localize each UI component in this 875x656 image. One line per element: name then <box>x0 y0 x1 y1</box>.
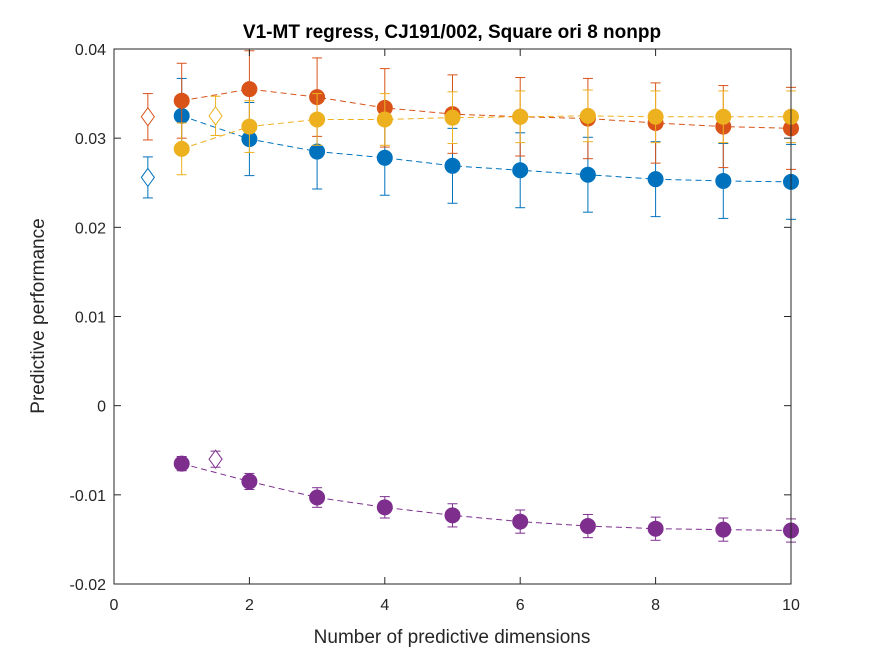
series-1-point <box>376 149 393 166</box>
series-3-point <box>579 107 596 124</box>
series-4-line <box>181 463 792 531</box>
series-2-point <box>173 92 190 109</box>
series-1-point <box>512 162 529 179</box>
series-3-diamond-marker <box>208 106 223 126</box>
series-4-point <box>241 473 258 490</box>
x-tick-label: 6 <box>516 597 525 614</box>
series-1-point <box>579 166 596 183</box>
series-3-line <box>181 115 791 150</box>
series-4-point <box>376 499 393 516</box>
series-1-point <box>444 157 461 174</box>
x-axis-label: Number of predictive dimensions <box>314 627 591 648</box>
x-tick-label: 4 <box>380 597 389 614</box>
series-4-point <box>647 520 664 537</box>
y-axis-label: Predictive performance <box>28 218 49 413</box>
y-tick-label: 0.04 <box>75 42 106 59</box>
series-1-line <box>181 115 792 183</box>
series-4-point <box>579 518 596 535</box>
series-4-point <box>309 489 326 506</box>
series-2-point <box>241 81 258 98</box>
chart-title: V1-MT regress, CJ191/002, Square ori 8 n… <box>243 22 661 43</box>
y-tick-label: 0.02 <box>75 220 106 237</box>
series-3-point <box>444 109 461 126</box>
series-4-diamond-marker <box>208 449 223 470</box>
series-1 <box>140 77 799 220</box>
y-tick-label: 0.03 <box>75 131 106 148</box>
series-3-point <box>376 111 393 128</box>
series-3-point <box>309 111 326 128</box>
y-tick-label: 0 <box>97 399 106 416</box>
x-tick-label: 8 <box>651 597 660 614</box>
series-1-diamond-marker <box>140 167 155 188</box>
series-3-point <box>173 140 190 157</box>
series-3-point <box>715 108 732 125</box>
series-1-point <box>715 172 732 189</box>
series-4-point <box>715 521 732 538</box>
axes: 0 2 4 6 8 10 -0.02 -0.01 0 0.01 0.02 0.03 0.04 <box>70 42 800 614</box>
y-tick-label: 0.01 <box>75 310 106 327</box>
series-3-point <box>512 108 529 125</box>
x-tick-label: 2 <box>245 597 254 614</box>
series-3 <box>173 89 799 176</box>
data-marks <box>140 50 799 543</box>
series-3-point <box>241 118 258 135</box>
series-2-line <box>181 88 792 129</box>
series-2-diamond-marker <box>140 106 155 127</box>
series-1-point <box>647 171 664 188</box>
series-4-point <box>444 507 461 524</box>
x-tick-label: 10 <box>782 597 800 614</box>
series-4-point <box>512 513 529 530</box>
x-tick-label: 0 <box>110 597 119 614</box>
series-4-point <box>173 455 190 472</box>
series-4 <box>173 449 799 543</box>
y-tick-label: -0.02 <box>70 577 107 594</box>
y-tick-label: -0.01 <box>70 488 107 505</box>
series-1-point <box>309 143 326 160</box>
series-3-point <box>647 108 664 125</box>
